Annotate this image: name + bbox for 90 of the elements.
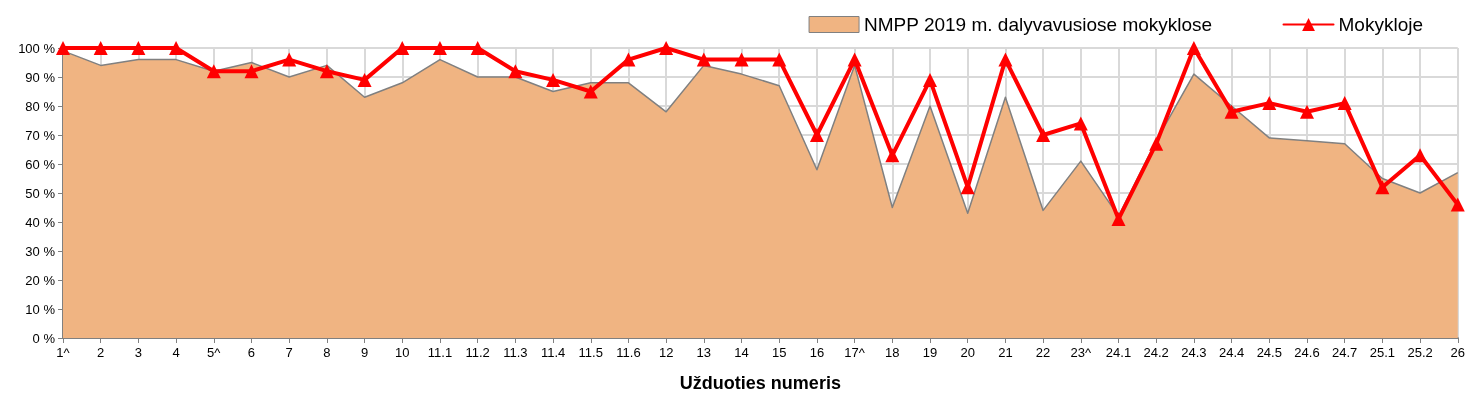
y-tick-label: 60 %: [25, 156, 56, 172]
y-tick-label: 90 %: [25, 69, 56, 85]
point: [998, 52, 1013, 67]
x-tick-label: 23^: [1070, 345, 1092, 360]
point: [1299, 104, 1314, 119]
point: [1375, 180, 1390, 195]
point: [621, 52, 636, 67]
point: [1450, 197, 1465, 212]
y-tick-label: 100 %: [18, 40, 56, 56]
x-tick-label: 1^: [56, 345, 71, 360]
x-tick-label: 4: [172, 345, 180, 360]
x-tick-label: 24.5: [1256, 345, 1282, 360]
point: [696, 52, 711, 67]
legend-label: Mokykloje: [1338, 14, 1424, 35]
y-tick-label: 20 %: [25, 272, 56, 288]
point: [772, 52, 787, 67]
x-tick-label: 5^: [207, 345, 222, 360]
point: [583, 84, 598, 99]
x-tick-label: 8: [323, 345, 331, 360]
point: [1073, 116, 1088, 131]
x-tick-label: 11.1: [427, 345, 453, 360]
x-tick-label: 13: [696, 345, 712, 360]
point: [1413, 148, 1428, 163]
x-tick-label: 24.2: [1143, 345, 1169, 360]
x-tick-label: 19: [922, 345, 938, 360]
point: [734, 52, 749, 67]
x-tick-label: 24.3: [1181, 345, 1207, 360]
x-tick-label: 21: [998, 345, 1013, 360]
point: [1111, 212, 1126, 227]
x-tick-label: 20: [960, 345, 975, 360]
y-tick-label: 40 %: [25, 214, 56, 230]
point: [131, 41, 146, 55]
point: [244, 64, 259, 79]
x-tick-label: 9: [360, 345, 369, 360]
x-tick-label: 26: [1450, 345, 1465, 360]
point: [809, 128, 824, 142]
y-tick-label: 80 %: [25, 98, 56, 114]
point: [1262, 96, 1277, 111]
point: [1036, 128, 1051, 142]
point: [659, 41, 674, 55]
x-tick-label: 16: [809, 345, 825, 360]
point: [56, 41, 70, 55]
y-tick-label: 10 %: [25, 301, 56, 317]
y-tick-label: 50 %: [25, 185, 56, 201]
point: [206, 64, 221, 79]
point: [93, 41, 108, 55]
point: [1337, 96, 1352, 111]
x-tick-label: 24.7: [1332, 345, 1358, 360]
x-tick-label: 24.6: [1294, 345, 1320, 360]
x-tick-label: 11.3: [503, 345, 528, 360]
x-tick-label: 25.2: [1407, 345, 1433, 360]
x-tick-label: 6: [247, 345, 256, 360]
y-tick-label: 30 %: [25, 243, 56, 259]
point: [395, 41, 410, 55]
point: [960, 180, 975, 195]
x-tick-label: 17^: [844, 345, 866, 360]
point: [1224, 104, 1239, 119]
x-tick-label: 25.1: [1369, 345, 1396, 360]
x-tick-label: 22: [1035, 345, 1051, 360]
x-tick-label: 18: [885, 345, 900, 360]
x-tick-label: 11.4: [540, 345, 566, 360]
point: [319, 64, 334, 79]
x-tick-label: 24.1: [1105, 345, 1132, 360]
x-tick-label: 3: [134, 345, 143, 360]
x-tick-label: 11.6: [616, 345, 641, 360]
point: [432, 41, 447, 55]
point: [508, 64, 523, 79]
point: [169, 41, 184, 55]
x-tick-label: 12: [658, 345, 674, 360]
y-tick-label: 0 %: [32, 330, 56, 346]
point: [923, 72, 938, 87]
point: [470, 41, 485, 55]
point: [847, 52, 862, 67]
x-axis-title: Užduoties numeris: [679, 373, 841, 393]
x-tick-label: 2: [97, 345, 105, 360]
x-tick-label: 24.4: [1218, 345, 1245, 360]
legend-label: NMPP 2019 m. dalyvavusiose mokyklose: [864, 14, 1213, 35]
point: [885, 148, 900, 163]
point: [1186, 41, 1201, 55]
point: [357, 72, 372, 87]
x-tick-label: 14: [734, 345, 749, 360]
x-tick-label: 11.5: [578, 345, 603, 360]
x-tick-label: 7: [285, 345, 293, 360]
point: [282, 52, 297, 67]
x-tick-label: 15: [772, 345, 787, 360]
x-tick-label: 11.2: [465, 345, 490, 360]
point: [1149, 136, 1164, 151]
x-tick-label: 10: [395, 345, 410, 360]
point: [546, 72, 561, 87]
y-tick-label: 70 %: [25, 127, 56, 143]
